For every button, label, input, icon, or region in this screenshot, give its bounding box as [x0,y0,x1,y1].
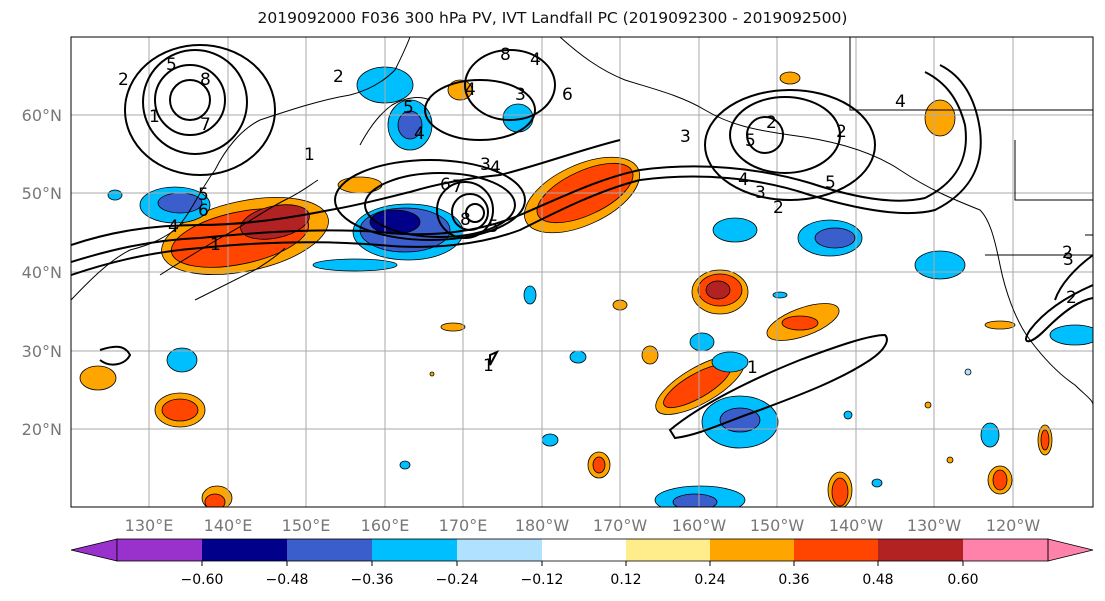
lon-label: 160°W [672,516,727,535]
colorbar-segment [542,539,626,561]
contour-label: 3 [680,127,691,147]
lat-label: 50°N [22,184,62,203]
colorbar-segment [287,539,372,561]
colorbar-segment [878,539,963,561]
colorbar-tick-label: −0.36 [351,572,394,588]
colorbar-tick-label: 0.12 [610,572,641,588]
contour-label: 6 [198,201,209,221]
contour-label: 3 [480,155,491,175]
contour-label: 4 [465,80,476,100]
lon-label: 170°W [593,516,648,535]
contour-label: 7 [200,115,211,135]
pv-contours [71,44,1093,440]
pv-shading [79,66,1093,507]
lon-label: 130°W [907,516,962,535]
lon-label: 150°W [750,516,805,535]
contour-label: 4 [738,170,749,190]
colorbar-segment [202,539,287,561]
colorbar-tick-label: 0.24 [694,572,725,588]
contour-label: 5 [166,55,177,75]
graticule [71,37,1093,507]
contour-label: 5 [488,217,499,237]
colorbar-segment [372,539,457,561]
colorbar-segment [457,539,542,561]
contour-label: 1 [210,235,221,255]
coastlines [71,37,1093,406]
contour-label: 6 [562,85,573,105]
colorbar-tick-label: −0.48 [266,572,309,588]
contour-label: 8 [460,210,471,230]
longitude-labels: 130°E 140°E 150°E 160°E 170°E 180°W 170°… [125,516,1041,535]
lon-label: 170°E [439,516,488,535]
lon-label: 140°E [204,516,253,535]
contour-label: 4 [895,92,906,112]
contour-label: 6 [440,175,451,195]
contour-label: 2 [773,198,784,218]
colorbar-segment [117,539,202,561]
colorbar-tick-label: 0.60 [947,572,978,588]
colorbar-extend-min [70,538,118,562]
map-title: 2019092000 F036 300 hPa PV, IVT Landfall… [257,9,848,27]
contour-label: 2 [766,113,777,133]
contour-label: 3 [515,85,526,105]
colorbar: −0.60 −0.48 −0.36 −0.24 −0.12 0.12 0.24 … [70,538,1094,588]
colorbar-tick-label: 0.36 [778,572,809,588]
lon-label: 180°W [515,516,570,535]
contour-label: 4 [530,50,541,70]
contour-label: 5 [825,173,836,193]
contour-label: 1 [483,356,494,376]
contour-label: 2 [118,70,129,90]
lat-label: 30°N [22,342,62,361]
lon-label: 150°E [282,516,331,535]
contour-label: 8 [200,70,211,90]
contour-label: 3 [755,183,766,203]
contour-label: 1 [149,107,160,127]
lon-label: 140°W [829,516,884,535]
lat-label: 60°N [22,106,62,125]
contour-label: 2 [1062,243,1073,263]
colorbar-tick-label: −0.12 [521,572,564,588]
colorbar-segment [963,539,1048,561]
lat-label: 20°N [22,420,62,439]
contour-label: 3 [1063,250,1074,270]
contour-label: 5 [745,131,756,151]
contour-label: 1 [304,145,315,165]
contour-label: 4 [168,217,179,237]
contour-label: 5 [198,185,209,205]
colorbar-segment [626,539,710,561]
colorbar-extend-max [1047,538,1094,562]
latitude-labels: 60°N 50°N 40°N 30°N 20°N [22,106,62,439]
colorbar-tick-label: 0.48 [862,572,893,588]
contour-label: 4 [414,124,425,144]
colorbar-segment [710,539,794,561]
colorbar-tick-label: −0.60 [181,572,224,588]
colorbar-tick-label: −0.24 [436,572,479,588]
contour-labels: 2 5 8 7 4 1 1 6 5 4 8 2 6 5 4 3 8 7 6 5 … [118,45,1077,378]
map-frame [70,36,1094,508]
contour-label: 5 [403,98,414,118]
lat-label: 40°N [22,263,62,282]
lon-label: 120°W [986,516,1041,535]
contour-label: 8 [500,45,511,65]
lon-label: 160°E [361,516,410,535]
contour-label: 2 [333,67,344,87]
contour-label: 4 [490,158,501,178]
contour-label: 2 [836,122,847,142]
contour-label: 1 [747,358,758,378]
contour-label: 7 [452,177,463,197]
colorbar-segment [794,539,878,561]
contour-label: 2 [1066,288,1077,308]
lon-label: 130°E [125,516,174,535]
